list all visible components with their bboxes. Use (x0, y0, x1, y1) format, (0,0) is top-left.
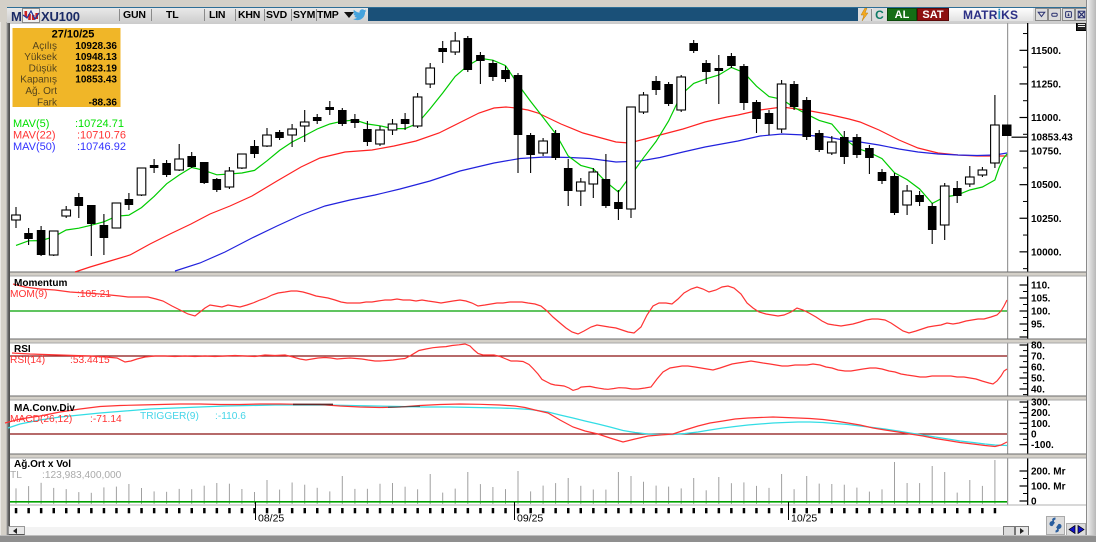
svg-text:TRIGGER(9): TRIGGER(9) (140, 411, 199, 422)
svg-text::-110.6: :-110.6 (215, 411, 246, 422)
svg-text:100.: 100. (1031, 419, 1051, 430)
svg-text:11000.: 11000. (1031, 113, 1061, 124)
svg-text:10000.: 10000. (1031, 247, 1062, 258)
svg-text:50.: 50. (1031, 374, 1045, 385)
svg-text:09/25: 09/25 (517, 513, 543, 525)
svg-text:110.: 110. (1031, 281, 1050, 292)
svg-text:MAV(5): MAV(5) (13, 118, 49, 130)
svg-text:Kapanış: Kapanış (20, 75, 57, 86)
svg-text:70.: 70. (1031, 352, 1045, 363)
svg-text:0: 0 (1031, 497, 1037, 508)
svg-text::105.21: :105.21 (77, 289, 111, 300)
svg-text:Açılış: Açılış (33, 41, 57, 52)
svg-text:Ağ. Ort: Ağ. Ort (25, 86, 57, 97)
svg-text:10853.43: 10853.43 (1031, 133, 1073, 144)
svg-text:0: 0 (1031, 430, 1037, 441)
svg-text:10853.43: 10853.43 (75, 75, 117, 86)
svg-text:TL: TL (10, 470, 22, 481)
svg-text:11500.: 11500. (1031, 46, 1061, 57)
svg-text:MAV(22): MAV(22) (13, 130, 56, 142)
svg-text:10750.: 10750. (1031, 147, 1062, 158)
svg-text::10746.92: :10746.92 (77, 141, 126, 153)
svg-text:200. Mr: 200. Mr (1031, 467, 1066, 478)
svg-text:Momentum: Momentum (14, 278, 67, 289)
svg-text:RSI: RSI (14, 344, 31, 355)
svg-text:Ağ.Ort x Vol: Ağ.Ort x Vol (14, 459, 71, 470)
svg-text:MAV(50): MAV(50) (13, 141, 56, 153)
svg-text:Düşük: Düşük (29, 63, 58, 74)
svg-text:95.: 95. (1031, 320, 1045, 331)
svg-text:MA.Conv.Div: MA.Conv.Div (14, 403, 75, 414)
svg-text:Fark: Fark (37, 97, 58, 108)
svg-text:10948.13: 10948.13 (75, 52, 117, 63)
svg-text:300.: 300. (1031, 398, 1051, 409)
svg-text:10823.19: 10823.19 (75, 63, 117, 74)
svg-text:C: C (875, 8, 884, 21)
svg-text:105.: 105. (1031, 294, 1051, 305)
svg-text:100.: 100. (1031, 307, 1051, 318)
svg-text:40.: 40. (1031, 385, 1045, 396)
svg-text:-100.: -100. (1031, 440, 1054, 451)
svg-text:100. Mr: 100. Mr (1031, 482, 1066, 493)
svg-text::10724.71: :10724.71 (75, 118, 124, 130)
svg-text::-71.14: :-71.14 (90, 414, 122, 425)
svg-text:-88.36: -88.36 (89, 97, 118, 108)
svg-text:80.: 80. (1031, 341, 1045, 352)
svg-text:60.: 60. (1031, 363, 1045, 374)
svg-text:10/25: 10/25 (791, 513, 817, 525)
svg-text:MACD(26,12): MACD(26,12) (10, 414, 72, 425)
svg-text:200.: 200. (1031, 408, 1051, 419)
svg-text::10710.76: :10710.76 (77, 130, 126, 142)
svg-text::53.4415: :53.4415 (70, 355, 110, 366)
svg-text:10928.36: 10928.36 (75, 41, 117, 52)
svg-text:MOM(9): MOM(9) (10, 289, 47, 300)
svg-text:27/10/25: 27/10/25 (52, 29, 95, 41)
svg-text:10250.: 10250. (1031, 214, 1062, 225)
svg-text:Yüksek: Yüksek (24, 52, 58, 63)
svg-text:08/25: 08/25 (258, 513, 284, 525)
svg-text:10500.: 10500. (1031, 180, 1062, 191)
svg-text:RSI(14): RSI(14) (10, 355, 45, 366)
svg-text:11250.: 11250. (1031, 79, 1061, 90)
svg-text::123,983,400,000: :123,983,400,000 (42, 470, 122, 481)
